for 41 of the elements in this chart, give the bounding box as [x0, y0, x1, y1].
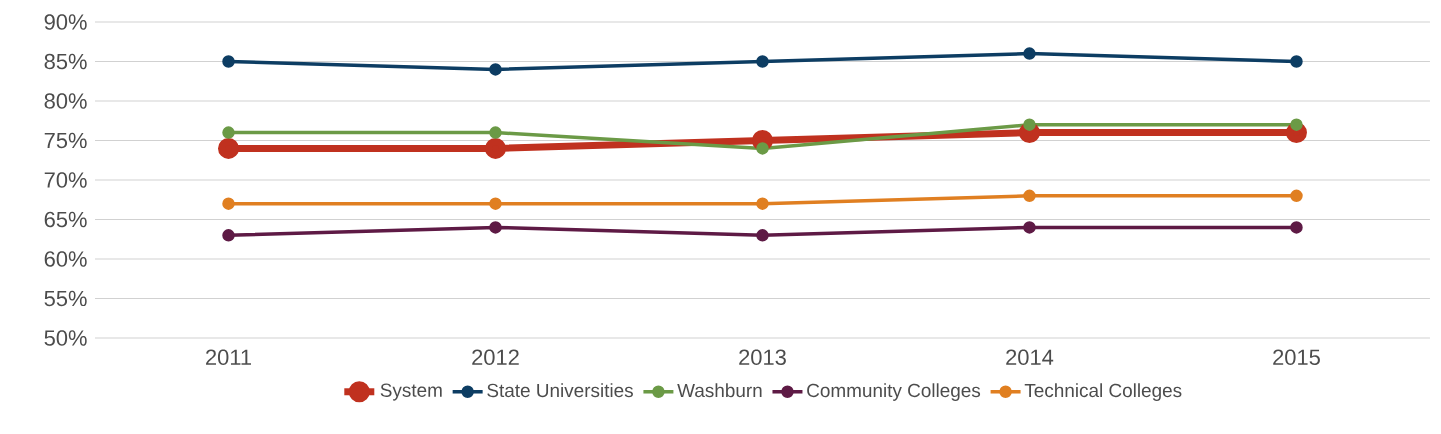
- x-tick-label: 2011: [206, 349, 251, 366]
- legend-label: State Universities: [487, 383, 633, 398]
- point: [756, 55, 769, 68]
- point: [756, 142, 769, 155]
- point: [1290, 189, 1303, 203]
- point: [756, 229, 769, 242]
- legend-label: Technical Colleges: [1024, 383, 1182, 401]
- point: [489, 63, 502, 76]
- y-tick-label: 50%: [44, 330, 87, 346]
- y-tick-label: 60%: [44, 251, 87, 267]
- point: [1023, 47, 1036, 60]
- legend-label: System: [380, 383, 442, 401]
- point: [756, 197, 769, 210]
- legend-label: Washburn: [677, 383, 762, 398]
- point: [484, 137, 506, 159]
- y-tick-label: 70%: [44, 172, 87, 188]
- y-tick-label: 65%: [44, 211, 87, 228]
- point: [1023, 118, 1036, 131]
- x-tick-label: 2012: [472, 349, 519, 366]
- y-tick-label: 85%: [44, 53, 87, 70]
- point: [222, 126, 235, 139]
- point: [489, 221, 502, 234]
- y-tick-label: 90%: [44, 14, 87, 30]
- point: [222, 229, 235, 242]
- x-tick-label: 2013: [739, 349, 786, 366]
- point: [489, 126, 502, 139]
- point: [1290, 55, 1303, 68]
- point: [222, 55, 235, 68]
- y-tick-label: 75%: [44, 132, 87, 149]
- point: [218, 137, 239, 159]
- legend-label: Community Colleges: [807, 383, 981, 401]
- point: [222, 197, 235, 210]
- point: [1290, 221, 1303, 234]
- x-tick-label: 2015: [1273, 349, 1320, 366]
- point: [1290, 118, 1303, 131]
- x-tick-label: 2014: [1006, 349, 1054, 366]
- point: [1023, 189, 1036, 203]
- point: [1023, 221, 1036, 234]
- point: [489, 197, 502, 210]
- y-tick-label: 80%: [44, 93, 87, 109]
- y-tick-label: 55%: [44, 290, 87, 307]
